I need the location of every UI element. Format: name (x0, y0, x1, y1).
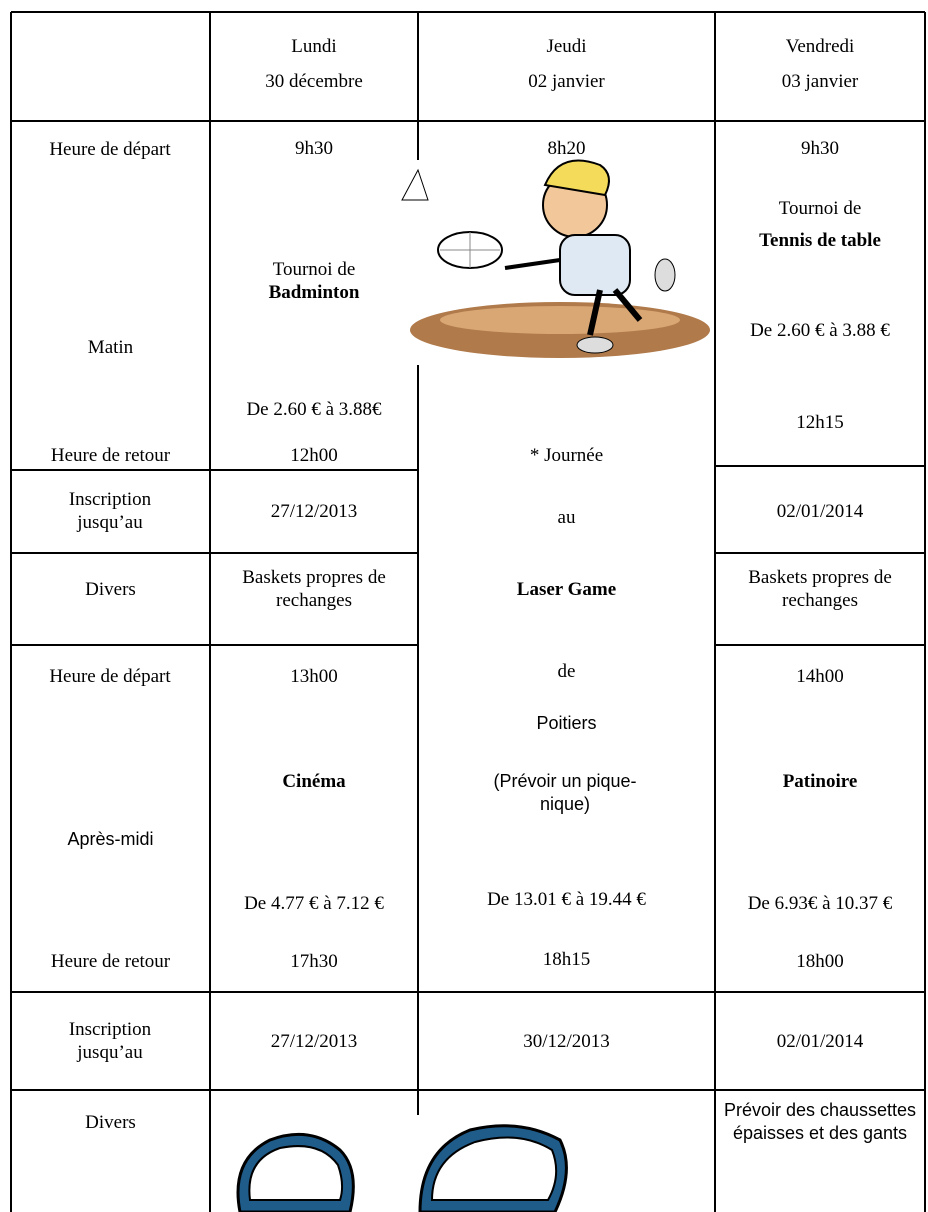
cell: 17h30 (290, 951, 338, 972)
activity: Laser Game (516, 579, 617, 600)
cell: 02/01/2014 (776, 1031, 864, 1052)
cell: 9h30 (295, 138, 333, 159)
cell: 18h00 (796, 951, 844, 972)
row-label: Heure de retour (50, 445, 171, 466)
cell: 13h00 (290, 666, 338, 687)
cell: 12h00 (290, 445, 338, 466)
cell: 27/12/2013 (270, 1031, 358, 1052)
cell: Prévoir des chaussettes épaisses et des … (723, 1100, 917, 1143)
row-label: Divers (85, 1112, 136, 1133)
row-label: Inscription jusqu’au (68, 1019, 152, 1063)
cell: au (557, 507, 576, 528)
shoes-illustration (225, 1115, 575, 1212)
row-label: Heure de retour (50, 951, 171, 972)
cell: (Prévoir un pique-nique) (493, 771, 637, 814)
cell: 30/12/2013 (523, 1031, 610, 1052)
cell: 27/12/2013 (270, 501, 358, 522)
row-label: Heure de départ (49, 666, 171, 687)
price: De 2.60 € à 3.88 € (750, 320, 890, 341)
day-name: Lundi (291, 36, 337, 57)
activity: Badminton (268, 282, 360, 303)
cell: * Journée (529, 445, 604, 466)
cell: 8h20 (547, 138, 586, 159)
cell: 02/01/2014 (776, 501, 864, 522)
day-date: 02 janvier (528, 71, 605, 92)
row-label: Divers (85, 579, 136, 600)
price: De 6.93€ à 10.37 € (747, 893, 893, 914)
cell: Tournoi de (272, 259, 356, 280)
cell: 12h15 (796, 412, 844, 433)
cell: 14h00 (796, 666, 844, 687)
section-label: Matin (87, 337, 134, 358)
cell: Tournoi de (778, 198, 862, 219)
day-date: 03 janvier (781, 71, 859, 92)
activity: Cinéma (282, 771, 346, 792)
price: De 13.01 € à 19.44 € (487, 889, 646, 910)
badminton-illustration (380, 159, 710, 365)
price: De 2.60 € à 3.88€ (246, 399, 382, 420)
price: De 4.77 € à 7.12 € (244, 893, 384, 914)
row-label: Inscription jusqu’au (68, 489, 152, 533)
row-label: Heure de départ (49, 139, 171, 160)
cell: Baskets propres de rechanges (242, 567, 386, 611)
activity: Tennis de table (759, 230, 881, 251)
cell: 18h15 (542, 949, 591, 970)
activity: Patinoire (782, 771, 858, 792)
day-name: Jeudi (546, 36, 587, 57)
cell: Poitiers (536, 713, 597, 733)
section-label: Après-midi (67, 829, 154, 849)
day-name: Vendredi (785, 36, 855, 57)
day-date: 30 décembre (265, 71, 363, 92)
cell: Baskets propres de rechanges (748, 567, 892, 611)
cell: 9h30 (801, 138, 839, 159)
cell: de (557, 661, 576, 682)
